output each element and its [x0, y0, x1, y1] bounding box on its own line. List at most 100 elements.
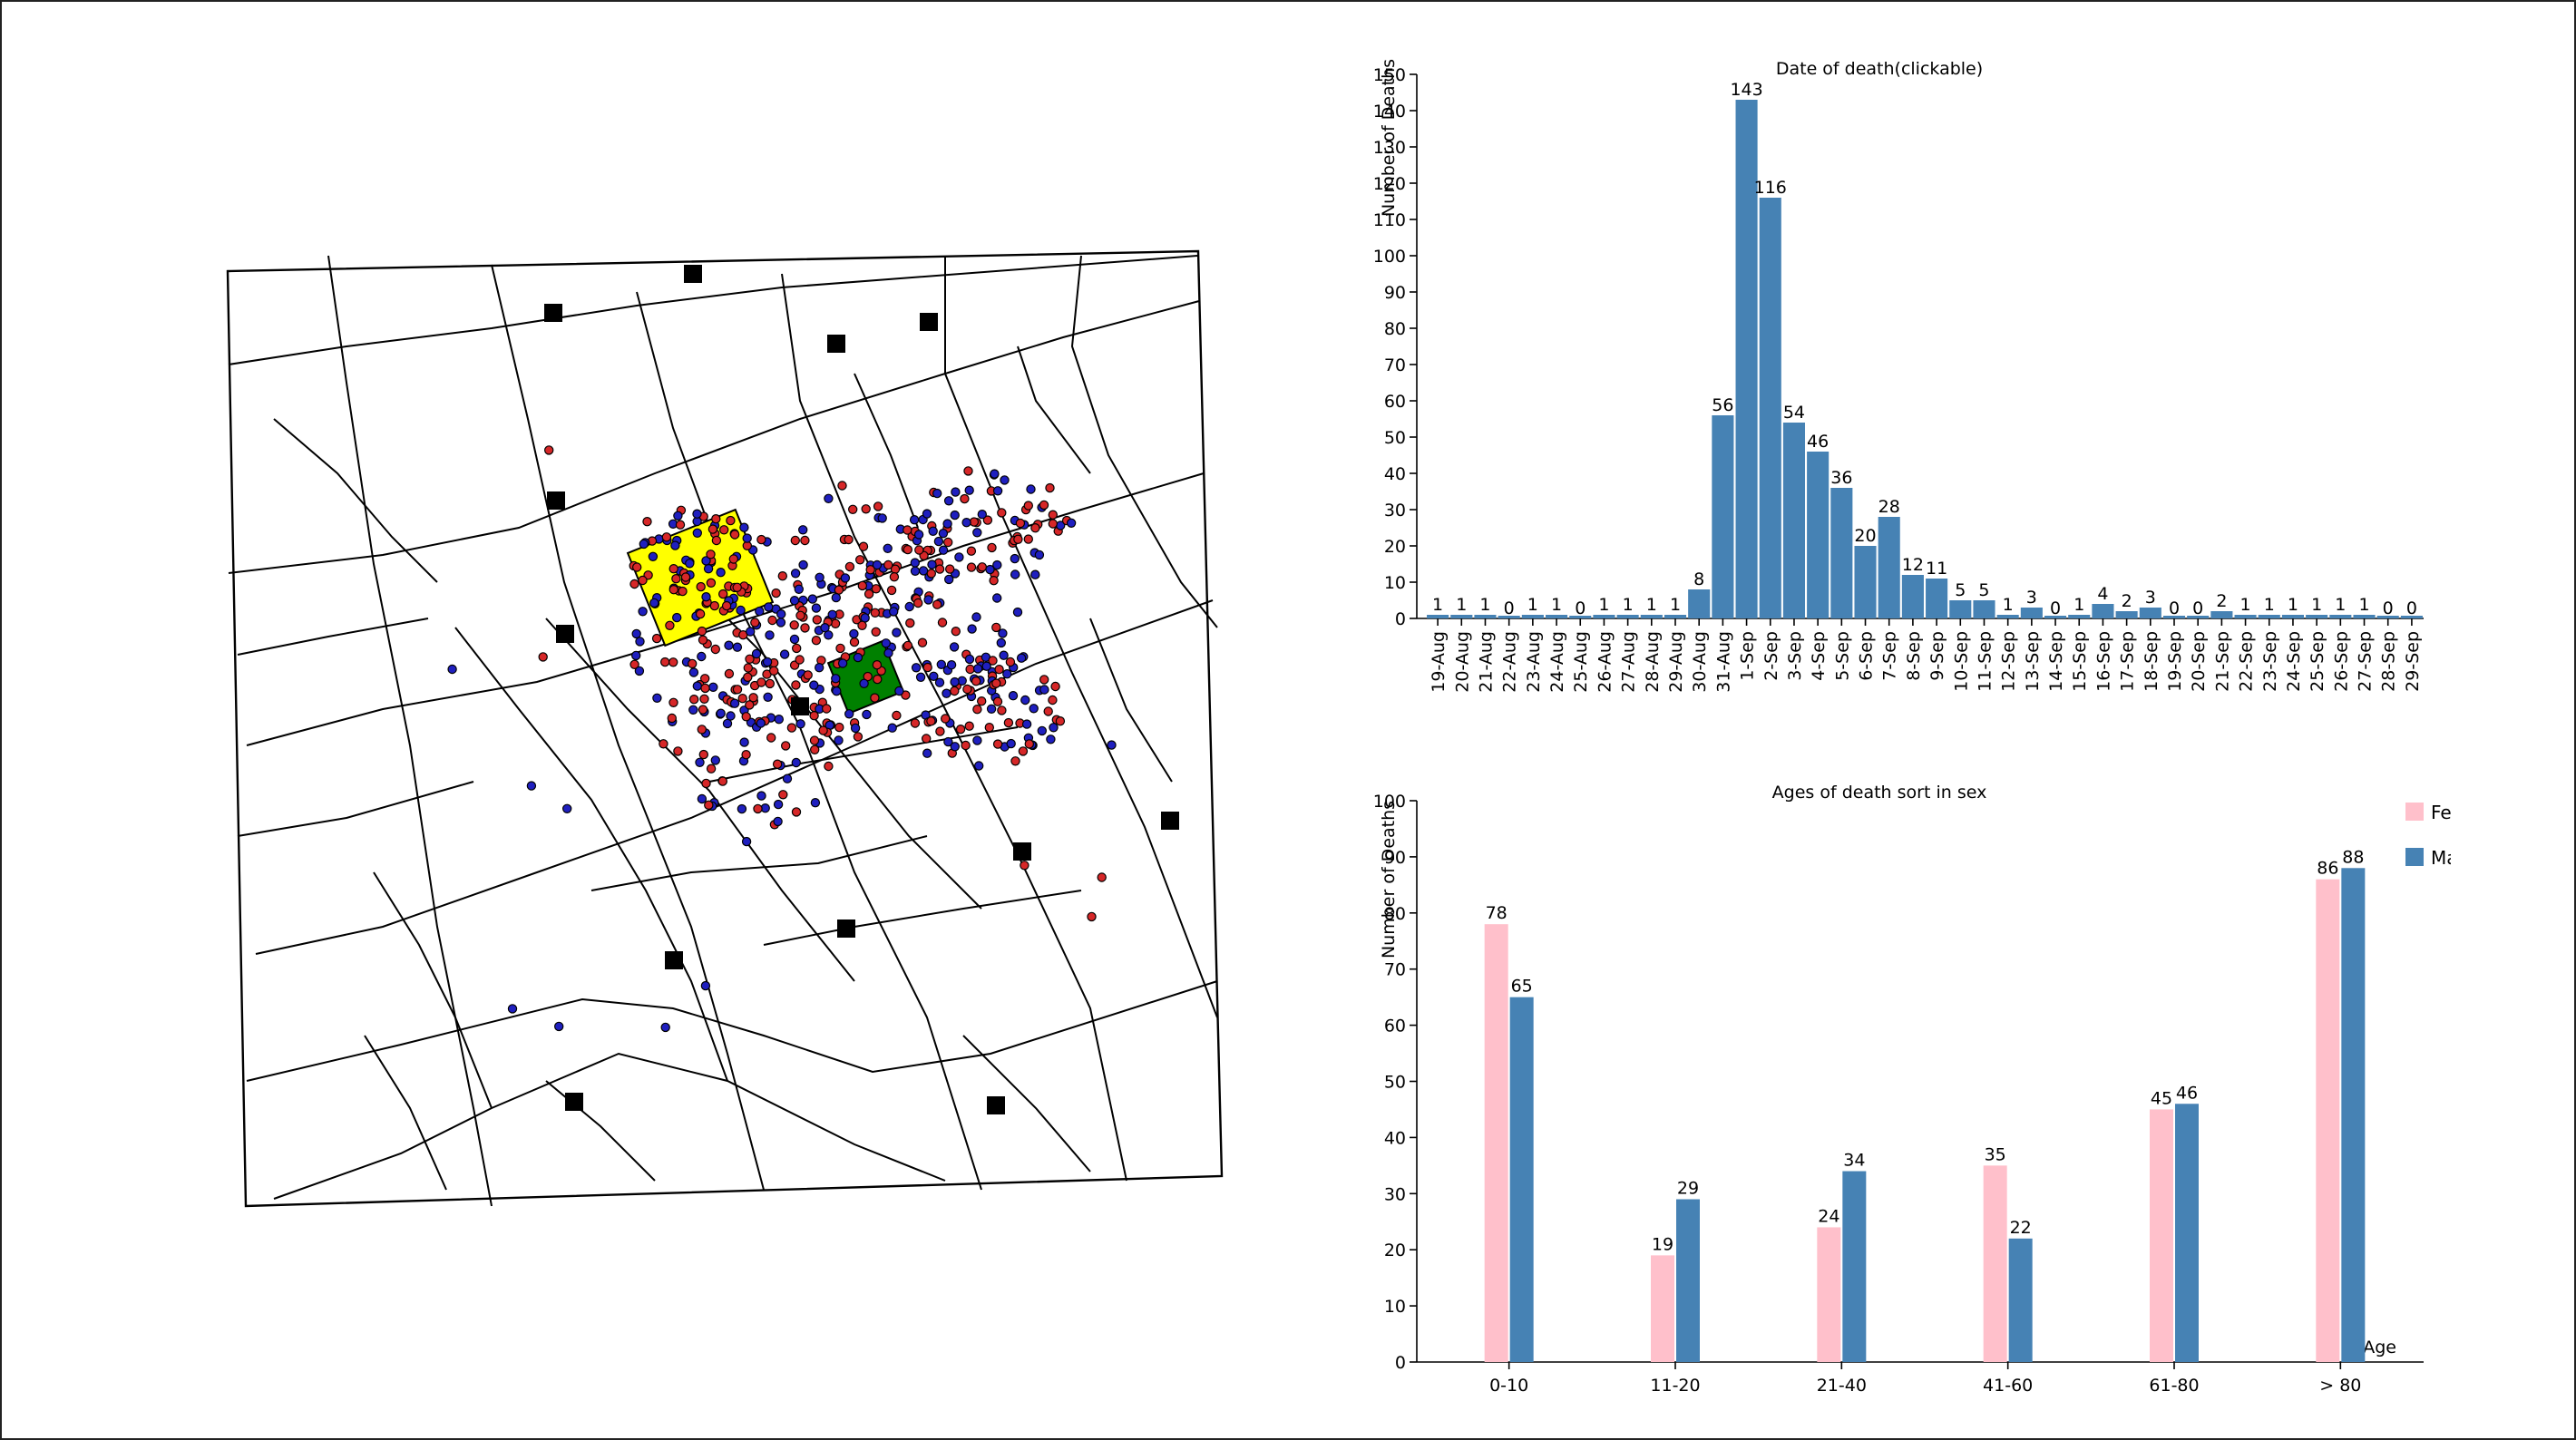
- death-point: [745, 654, 755, 664]
- death-point: [1026, 484, 1036, 494]
- death-point: [1029, 704, 1039, 714]
- date-bar: [1474, 615, 1497, 618]
- death-point: [911, 663, 922, 673]
- pump-marker: [565, 1093, 583, 1111]
- death-point: [966, 562, 977, 572]
- death-point: [1050, 681, 1060, 692]
- x-tick-label: 11-Sep: [1975, 631, 1995, 692]
- death-point: [795, 610, 805, 620]
- x-tick-label: 21-40: [1817, 1376, 1867, 1396]
- death-point: [872, 660, 883, 670]
- death-point: [961, 740, 971, 751]
- bar-value-label: 0: [2192, 598, 2203, 618]
- death-point: [1002, 669, 1012, 679]
- death-point: [962, 684, 972, 695]
- death-point: [834, 722, 844, 733]
- death-point: [634, 666, 645, 676]
- bar-value-label: 54: [1783, 403, 1805, 423]
- y-axis-title: Number of Deaths: [1379, 801, 1399, 958]
- death-point: [929, 671, 939, 681]
- death-point: [935, 726, 945, 736]
- bar-value-label: 0: [2406, 598, 2417, 618]
- death-point: [820, 623, 830, 633]
- street: [228, 255, 1198, 365]
- street: [962, 1035, 1091, 1172]
- death-point: [732, 685, 743, 695]
- death-point: [942, 519, 952, 529]
- death-point: [779, 649, 790, 659]
- death-point: [981, 661, 991, 671]
- death-point: [798, 525, 808, 535]
- death-point: [1039, 675, 1049, 685]
- bar-value-label: 36: [1830, 468, 1852, 488]
- x-tick-label: 20-Sep: [2189, 631, 2209, 692]
- date-bar: [2234, 615, 2257, 618]
- death-point: [1012, 607, 1023, 618]
- cholera-map[interactable]: [220, 238, 1244, 1226]
- bar-value-label: 24: [1818, 1206, 1839, 1226]
- y-tick-label: 40: [1384, 464, 1406, 484]
- death-point: [698, 749, 709, 760]
- death-point: [1043, 706, 1053, 716]
- y-tick-label: 60: [1384, 1017, 1406, 1036]
- death-point: [837, 658, 848, 668]
- bar-value-label: 1: [1432, 595, 1443, 615]
- legend-swatch-female: [2405, 803, 2424, 821]
- ages-of-death-chart[interactable]: Ages of death sort in sex Number of Deat…: [1362, 764, 2451, 1416]
- death-point: [778, 790, 788, 800]
- death-point: [741, 750, 751, 760]
- death-point: [711, 535, 722, 546]
- death-point: [706, 764, 717, 774]
- death-point: [706, 578, 717, 588]
- death-point: [789, 634, 800, 645]
- date-bar: [2020, 608, 2043, 618]
- date-bar: [1782, 423, 1805, 618]
- death-point: [849, 628, 859, 639]
- death-point: [635, 637, 645, 647]
- death-point: [870, 608, 881, 618]
- death-point: [810, 798, 821, 808]
- death-point: [917, 637, 928, 647]
- date-bar: [1427, 615, 1449, 618]
- x-tick-label: 19-Aug: [1429, 631, 1449, 693]
- date-of-death-chart[interactable]: Date of death(clickable) Number of Death…: [1362, 38, 2451, 727]
- pump-marker: [556, 625, 574, 643]
- bar-value-label: 1: [1527, 595, 1538, 615]
- date-bar: [1735, 100, 1758, 618]
- death-point: [807, 594, 818, 604]
- death-point: [1005, 657, 1016, 667]
- bar-value-label: 35: [1985, 1144, 2006, 1164]
- bar-value-label: 46: [2176, 1083, 2198, 1103]
- legend-label-male: Male: [2431, 847, 2451, 869]
- y-tick-label: 70: [1384, 960, 1406, 980]
- death-point: [803, 670, 813, 680]
- death-point: [701, 556, 711, 566]
- death-point: [853, 732, 864, 742]
- female-bar: [1651, 1255, 1674, 1362]
- death-point: [811, 603, 822, 613]
- death-point: [887, 723, 897, 733]
- death-point: [963, 466, 973, 476]
- death-points[interactable]: [447, 445, 1117, 1033]
- bar-value-label: 0: [2050, 598, 2061, 618]
- death-point: [769, 666, 779, 676]
- death-point: [986, 704, 997, 715]
- death-point: [818, 725, 828, 735]
- pump-markers[interactable]: [544, 265, 1179, 1114]
- death-point: [526, 781, 537, 791]
- street: [237, 618, 429, 656]
- death-point: [660, 657, 670, 667]
- death-point: [700, 980, 711, 991]
- death-point: [688, 667, 699, 677]
- death-point: [859, 678, 869, 688]
- date-bar: [1973, 600, 1995, 618]
- death-point: [688, 705, 698, 715]
- bar-value-label: 1: [1479, 595, 1490, 615]
- death-point: [974, 761, 984, 771]
- death-point: [889, 572, 900, 582]
- bar-value-label: 88: [2342, 847, 2364, 867]
- bar-value-label: 1: [2073, 595, 2084, 615]
- bar-value-label: 0: [2169, 598, 2180, 618]
